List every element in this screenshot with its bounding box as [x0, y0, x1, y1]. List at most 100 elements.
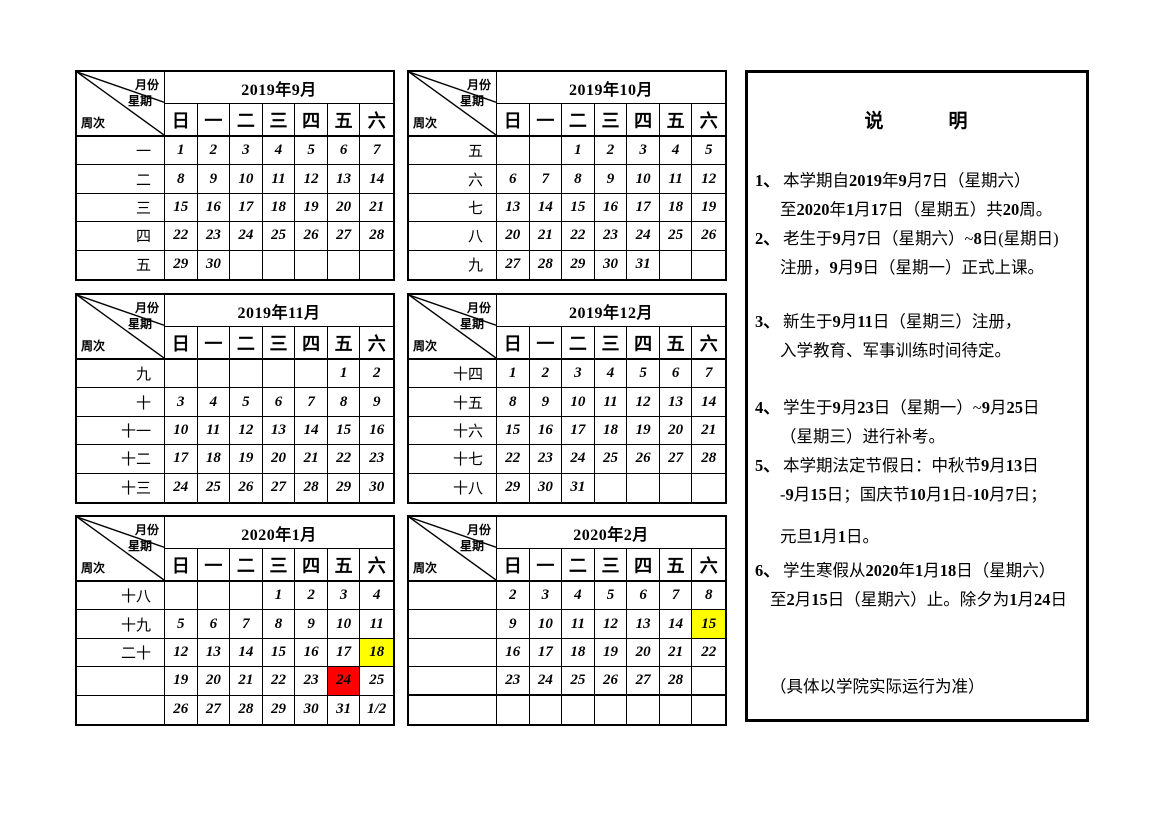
- note-item-text: 学生寒假从2020年1月18日（星期六）: [783, 561, 1056, 580]
- day-cell: 12: [594, 610, 628, 639]
- week-number-label: 五: [77, 250, 165, 279]
- day-header: 日: [497, 549, 530, 582]
- corner-label-weeknum: 周次: [413, 116, 438, 130]
- note-indent-spacer: [748, 480, 780, 509]
- day-cell: 23: [360, 445, 393, 474]
- day-cell: 19: [692, 194, 725, 223]
- note-item-text: 至2020年1月17日（星期五）共20周。: [780, 200, 1053, 219]
- week-number-label: 九: [409, 250, 497, 279]
- note-item-6-line-1: 6、 学生寒假从2020年1月18日（星期六）: [748, 556, 1086, 585]
- day-cell: 23: [197, 222, 231, 251]
- day-cell: [165, 582, 198, 611]
- note-item-5-line-3: 元旦1月1日。: [748, 522, 1086, 551]
- day-cell: 9: [295, 610, 328, 639]
- day-header: 二: [230, 104, 263, 137]
- day-header: 四: [627, 327, 660, 360]
- note-item-1-line-2: 至2020年1月17日（星期五）共20周。: [748, 195, 1086, 224]
- day-cell: 21: [529, 222, 563, 251]
- day-cell: 28: [360, 222, 393, 251]
- day-cell: 12: [230, 416, 263, 446]
- week-number-label: [77, 695, 165, 724]
- day-header: 一: [529, 549, 563, 582]
- week-number-label: [409, 667, 497, 696]
- day-cell: 25: [562, 667, 595, 696]
- week-number-label: 五: [409, 137, 497, 166]
- corner-cell: 月份 星期 周次: [77, 517, 165, 582]
- day-header: 四: [295, 549, 328, 582]
- day-cell-highlighted: 24: [327, 667, 361, 696]
- day-cell: 15: [497, 416, 530, 446]
- day-cell: 1: [562, 137, 595, 166]
- note-indent-spacer: [748, 522, 780, 551]
- week-number-label: 十八: [409, 473, 497, 502]
- day-cell: 18: [562, 638, 595, 668]
- calendar-2019-11: 月份 星期 周次 2019年11月日一二三四五六九 1 2 十 3 4 5 6 7 8 9 十一 10 11 12…: [75, 293, 395, 504]
- corner-label-month: 月份: [134, 523, 159, 537]
- note-item-6-line-2: 至2月15日（星期六）止。除夕为1月24日: [748, 585, 1086, 614]
- day-cell: 6: [659, 360, 693, 389]
- day-cell: 2: [360, 360, 393, 389]
- note-item-text: 本学期自2019年9月7日（星期六）: [783, 171, 1031, 190]
- day-cell: 12: [627, 388, 660, 417]
- week-number-label: 十二: [77, 445, 165, 474]
- day-cell: 1: [262, 582, 296, 611]
- corner-label-weeknum: 周次: [413, 339, 438, 353]
- day-cell: 23: [497, 667, 530, 696]
- day-cell: [230, 360, 263, 389]
- calendar-2020-02: 月份 星期 周次 2020年2月日一二三四五六 2 3 4 5 6 7 8 9 10 11 12 13 14 15…: [407, 515, 727, 726]
- day-cell: [263, 250, 296, 279]
- day-cell: 14: [659, 610, 693, 639]
- day-cell: 14: [230, 638, 263, 668]
- note-item-number: 5、: [755, 456, 780, 475]
- day-cell: 14: [529, 193, 563, 223]
- day-cell: 30: [595, 250, 628, 279]
- day-header: 一: [529, 327, 563, 360]
- note-item-5-line-2: -9月15日；国庆节10月1日-10月7日；: [748, 480, 1086, 509]
- day-cell: 10: [327, 610, 361, 639]
- note-item-text: -9月15日；国庆节10月1日-10月7日；: [780, 485, 1047, 504]
- day-cell: 22: [327, 445, 361, 474]
- note-item-text: 新生于9月11日（星期三）注册，: [783, 312, 1022, 331]
- month-title: 2019年11月: [165, 295, 393, 327]
- notes-title: 说 明: [864, 111, 970, 132]
- day-cell: 24: [562, 445, 595, 474]
- day-cell: 19: [165, 667, 198, 696]
- note-item-text: 学生于9月23日（星期一）~9月25日: [783, 398, 1040, 417]
- day-header: 三: [262, 104, 296, 137]
- day-cell: [660, 250, 693, 279]
- day-cell: 2: [197, 137, 231, 166]
- day-header: 五: [659, 327, 693, 360]
- week-number-label: 九: [77, 360, 165, 389]
- week-number-label: [409, 695, 497, 724]
- day-cell: 13: [262, 416, 296, 446]
- day-cell: 28: [530, 250, 563, 279]
- day-cell: 10: [627, 165, 660, 194]
- day-cell: 8: [327, 388, 361, 417]
- day-cell: [660, 695, 693, 724]
- week-number-label: 二十: [77, 638, 165, 668]
- day-cell: 5: [165, 610, 198, 639]
- week-number-label: 四: [77, 222, 165, 251]
- day-cell: 27: [497, 250, 530, 279]
- day-cell: 31: [627, 250, 660, 279]
- corner-cell: 月份 星期 周次: [409, 517, 497, 582]
- corner-label-weekday: 星期: [127, 94, 152, 108]
- day-cell: [692, 474, 725, 502]
- day-cell: [230, 250, 263, 279]
- note-item-number: 2、: [755, 229, 780, 248]
- day-cell: 10: [562, 388, 595, 417]
- day-cell-highlighted: 18: [360, 638, 393, 668]
- day-cell: 31: [562, 473, 595, 502]
- day-cell: 22: [262, 667, 296, 696]
- day-cell: 21: [295, 445, 328, 474]
- note-item-3-line-2: 入学教育、军事训练时间待定。: [748, 336, 1086, 365]
- day-cell: 13: [197, 638, 231, 668]
- day-cell: 29: [328, 473, 361, 502]
- note-item-text: 入学教育、军事训练时间待定。: [780, 341, 1011, 360]
- day-cell: 7: [692, 360, 725, 389]
- day-cell: 7: [659, 582, 693, 611]
- day-cell: [692, 251, 725, 279]
- week-number-label: 十七: [409, 445, 497, 474]
- day-cell: 17: [529, 638, 563, 668]
- day-cell: 3: [627, 137, 660, 166]
